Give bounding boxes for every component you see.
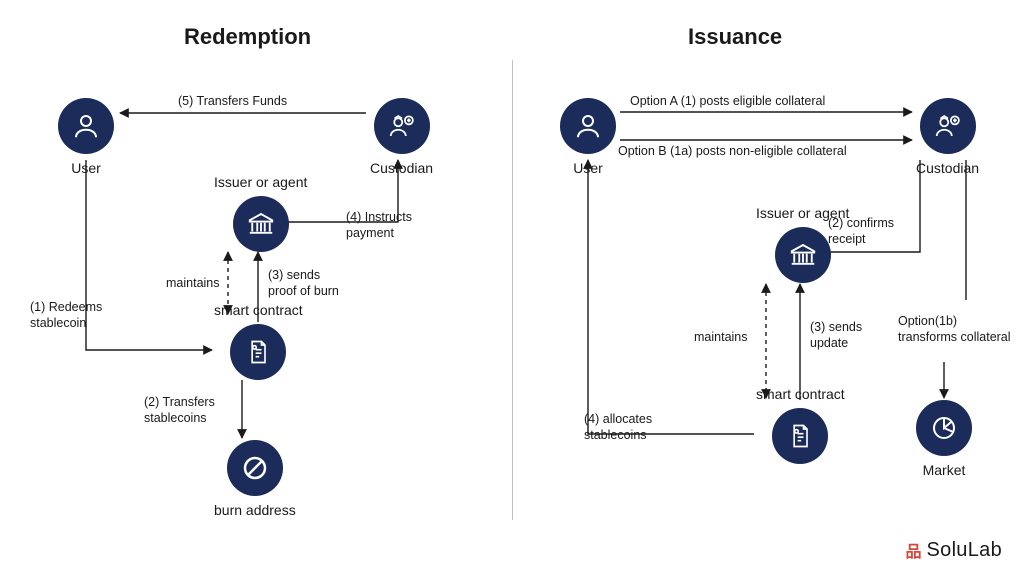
node-label: Issuer or agent	[214, 174, 307, 190]
user-icon	[560, 98, 616, 154]
node-r-issuer: Issuer or agent	[214, 174, 307, 252]
edge-label-i4: (4) allocates stablecoins	[584, 412, 652, 443]
edge-label-i2: (2) confirms receipt	[828, 216, 894, 247]
contract-icon	[230, 324, 286, 380]
custodian-icon	[374, 98, 430, 154]
node-label: Custodian	[916, 160, 979, 176]
forbid-icon	[227, 440, 283, 496]
edge-label-r-maintains: maintains	[166, 276, 220, 292]
node-label: burn address	[214, 502, 296, 518]
edge-label-i-optB: Option B (1a) posts non-eligible collate…	[618, 144, 847, 160]
edge-i4	[588, 160, 754, 434]
node-i-user: User	[560, 98, 616, 176]
logo-mark-icon: 品	[905, 538, 920, 562]
pie-icon	[916, 400, 972, 456]
node-i-contract: smart contract	[756, 386, 845, 464]
bank-icon	[775, 227, 831, 283]
logo-text: SoluLab	[927, 539, 1003, 562]
edges-layer	[0, 0, 1024, 576]
node-label: Custodian	[370, 160, 433, 176]
contract-icon	[772, 408, 828, 464]
edge-label-r3: (3) sends proof of burn	[268, 268, 339, 299]
user-icon	[58, 98, 114, 154]
node-r-custodian: Custodian	[370, 98, 433, 176]
edge-label-i-maintains: maintains	[694, 330, 748, 346]
node-i-custodian: Custodian	[916, 98, 979, 176]
node-r-burn: burn address	[214, 440, 296, 518]
node-label: Market	[923, 462, 966, 478]
edge-label-r1: (1) Redeems stablecoin	[30, 300, 102, 331]
node-r-user: User	[58, 98, 114, 176]
node-r-contract: smart contract	[214, 302, 303, 380]
diagram-canvas: Redemption Issuance	[0, 0, 1024, 576]
node-label: smart contract	[756, 386, 845, 402]
custodian-icon	[920, 98, 976, 154]
edge-label-r4: (4) Instructs payment	[346, 210, 412, 241]
edge-label-r2: (2) Transfers stablecoins	[144, 395, 215, 426]
node-i-market: Market	[916, 400, 972, 478]
edge-label-i3: (3) sends update	[810, 320, 862, 351]
node-label: smart contract	[214, 302, 303, 318]
edge-label-i1b: Option(1b) transforms collateral	[898, 314, 1011, 345]
edge-label-i-optA: Option A (1) posts eligible collateral	[630, 94, 825, 110]
edge-label-r5: (5) Transfers Funds	[178, 94, 287, 110]
edge-r1	[86, 160, 212, 350]
node-label: User	[71, 160, 101, 176]
node-label: User	[573, 160, 603, 176]
bank-icon	[233, 196, 289, 252]
logo: 品 SoluLab	[905, 538, 1002, 562]
